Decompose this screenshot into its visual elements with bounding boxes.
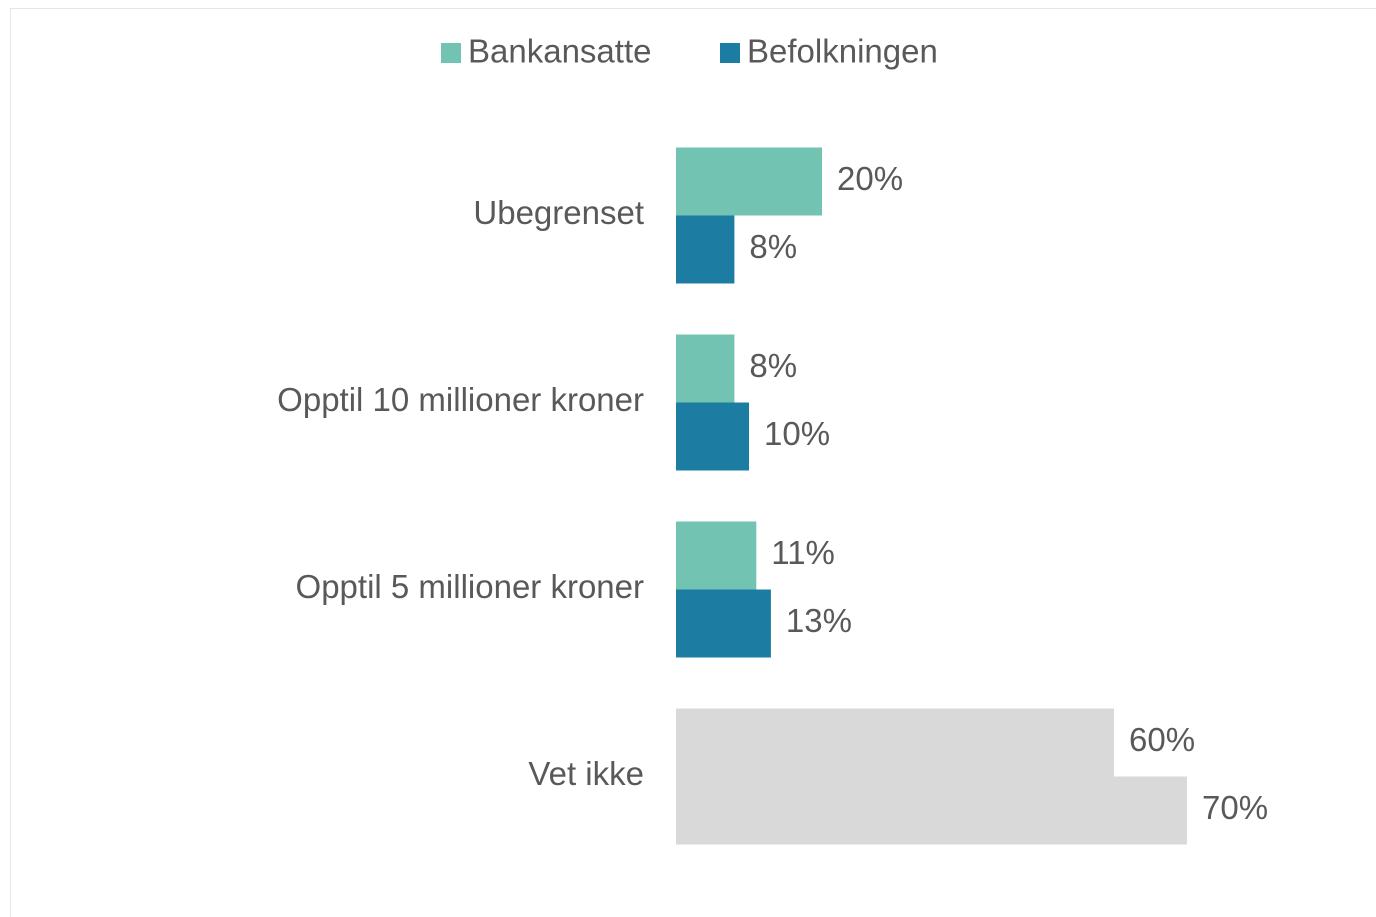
bar [676, 402, 749, 471]
bar [676, 334, 735, 403]
legend-label: Befolkningen [747, 33, 938, 70]
data-label: 10% [764, 415, 830, 452]
bar [676, 589, 771, 658]
bar [676, 147, 822, 216]
data-label: 11% [771, 534, 835, 571]
bar [676, 708, 1114, 777]
bar [676, 776, 1187, 845]
data-label: 8% [749, 228, 797, 265]
category-label: Opptil 10 millioner kroner [277, 381, 644, 418]
bar [676, 521, 757, 590]
data-label: 60% [1129, 721, 1195, 758]
legend-label: Bankansatte [468, 33, 651, 70]
bar [676, 215, 735, 284]
legend-swatch [441, 43, 461, 63]
chart-frame [10, 8, 1376, 917]
data-label: 8% [749, 347, 797, 384]
data-label: 70% [1202, 789, 1268, 826]
category-label: Opptil 5 millioner kroner [296, 568, 644, 605]
legend-swatch [720, 43, 740, 63]
data-label: 13% [786, 602, 852, 639]
category-label: Vet ikke [528, 755, 644, 792]
category-label: Ubegrenset [473, 194, 644, 231]
data-label: 20% [837, 160, 903, 197]
